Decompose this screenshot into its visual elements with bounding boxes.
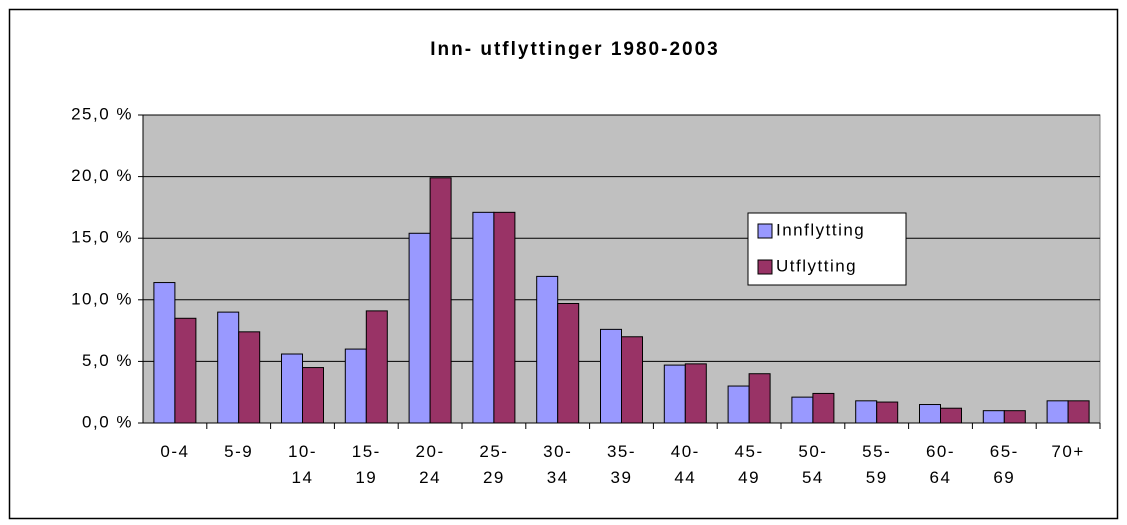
bar — [472, 211, 495, 424]
x-tick-label: 55-59 — [862, 442, 891, 487]
bar — [408, 232, 431, 424]
bar — [982, 410, 1005, 424]
y-tick-label: 10,0 % — [71, 289, 133, 308]
x-tick-label: 70+ — [1051, 442, 1084, 461]
x-tick-label: 50-54 — [798, 442, 827, 487]
bar — [748, 373, 771, 424]
bar — [727, 385, 750, 424]
x-tick-label: 40-44 — [671, 442, 700, 487]
bar — [663, 364, 686, 424]
bar — [812, 392, 835, 424]
bar — [919, 404, 941, 424]
bar — [238, 331, 261, 424]
bar — [1046, 400, 1069, 424]
x-tick-label: 0-4 — [160, 442, 189, 461]
x-tick-label: 5-9 — [224, 442, 253, 461]
y-tick-label: 5,0 % — [82, 351, 133, 370]
y-tick-label: 15,0 % — [71, 228, 133, 247]
x-tick-label: 15-19 — [352, 442, 381, 487]
bar — [174, 317, 197, 424]
bar — [493, 211, 516, 424]
x-tick-label: 45-49 — [735, 442, 764, 487]
legend-swatch — [757, 259, 773, 275]
bar — [876, 401, 899, 424]
bar — [600, 328, 622, 424]
x-tick-label: 35-39 — [607, 442, 636, 487]
bar — [1003, 410, 1026, 424]
bar — [684, 363, 707, 424]
bar — [940, 407, 962, 424]
y-tick-label: 0,0 % — [82, 412, 133, 431]
bar — [791, 396, 814, 424]
legend-box — [747, 212, 907, 286]
bar — [855, 400, 878, 424]
y-tick-label: 25,0 % — [71, 104, 133, 123]
legend-label: Utflytting — [776, 256, 857, 275]
bar — [536, 275, 559, 424]
bar — [1067, 400, 1090, 424]
bar — [365, 310, 388, 424]
legend-swatch — [757, 223, 773, 239]
x-tick-label: 60-64 — [926, 442, 955, 487]
bar — [557, 302, 580, 424]
x-tick-label: 25-29 — [479, 442, 508, 487]
bar — [217, 311, 240, 424]
bar — [153, 282, 176, 424]
x-tick-label: 30-34 — [543, 442, 572, 487]
x-tick-label: 10-14 — [288, 442, 317, 487]
bar — [281, 353, 303, 424]
y-tick-label: 20,0 % — [71, 166, 133, 185]
x-tick-label: 20-24 — [416, 442, 445, 487]
bar — [344, 348, 367, 424]
chart-title: Inn- utflyttinger 1980-2003 — [430, 39, 719, 60]
bar — [621, 336, 643, 424]
x-tick-label: 65-69 — [990, 442, 1019, 487]
legend-label: Innflytting — [776, 220, 865, 239]
bar — [302, 367, 324, 424]
bar — [429, 177, 452, 424]
